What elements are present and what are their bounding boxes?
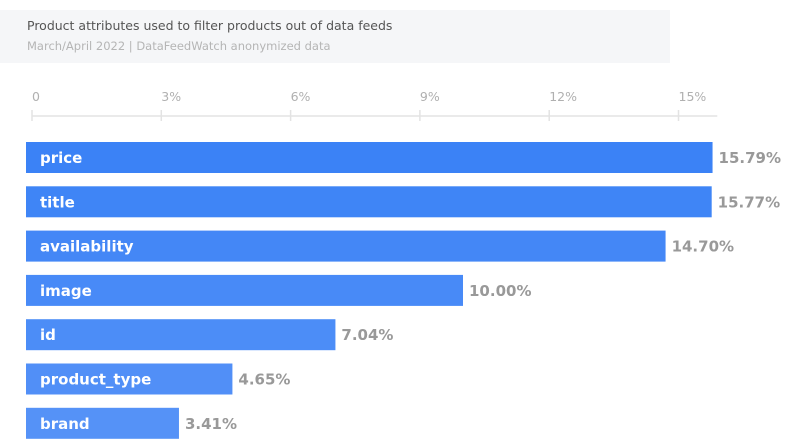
chart-subtitle: March/April 2022 | DataFeedWatch anonymi… xyxy=(27,39,331,53)
bar-brand xyxy=(26,407,179,439)
bar-id xyxy=(26,319,336,351)
value-label: 15.77% xyxy=(718,193,780,211)
value-label: 14.70% xyxy=(672,238,734,256)
x-tick-label: 9% xyxy=(420,89,440,104)
bar-label: image xyxy=(40,282,92,300)
bar-availability xyxy=(26,230,666,262)
bar-label: brand xyxy=(40,415,90,433)
bar-label: id xyxy=(40,326,56,344)
bar-image xyxy=(26,274,463,306)
x-tick-label: 6% xyxy=(291,89,311,104)
bar-label: title xyxy=(40,193,75,211)
value-label: 15.79% xyxy=(719,149,781,167)
bar-title xyxy=(26,186,712,218)
x-tick-label: 0 xyxy=(32,89,40,104)
bar-price xyxy=(26,142,713,173)
bar-label: availability xyxy=(40,238,134,256)
value-label: 7.04% xyxy=(341,326,393,344)
chart-header: Product attributes used to filter produc… xyxy=(0,10,670,63)
chart-title: Product attributes used to filter produc… xyxy=(27,18,393,33)
x-tick-label: 12% xyxy=(549,89,577,104)
value-label: 10.00% xyxy=(469,282,531,300)
bar-label: price xyxy=(40,149,82,167)
x-tick-label: 15% xyxy=(679,89,707,104)
bar-product_type xyxy=(26,363,233,395)
value-label: 4.65% xyxy=(238,371,290,389)
bar-label: product_type xyxy=(40,371,151,389)
x-tick-label: 3% xyxy=(161,89,181,104)
value-label: 3.41% xyxy=(185,415,237,433)
